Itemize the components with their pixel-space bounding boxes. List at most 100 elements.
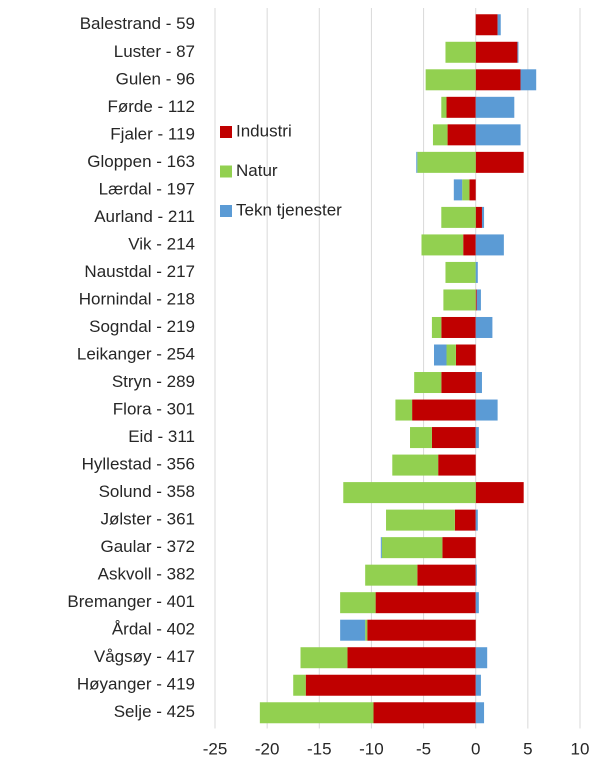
y-tick-label: Aurland - 211 — [94, 207, 195, 226]
bar — [414, 372, 442, 394]
y-tick-label: Hornindal - 218 — [79, 289, 195, 308]
x-tick-label: 0 — [471, 739, 480, 758]
bar — [441, 372, 476, 394]
y-tick-label: Bremanger - 401 — [67, 592, 195, 611]
bar — [421, 234, 464, 256]
bar — [475, 124, 521, 146]
bar — [392, 454, 439, 476]
x-tick-label: -25 — [203, 739, 228, 758]
legend-label: Industri — [236, 121, 292, 140]
bar — [453, 179, 463, 201]
y-tick-label: Balestrand - 59 — [80, 14, 195, 33]
bar — [475, 509, 478, 531]
legend-swatch — [220, 126, 232, 138]
bar — [434, 344, 447, 366]
bar — [365, 564, 418, 586]
bar — [475, 674, 481, 696]
bar — [475, 592, 479, 614]
y-tick-label: Vågsøy - 417 — [94, 647, 195, 666]
y-tick-label: Sogndal - 219 — [89, 317, 195, 336]
bar — [475, 482, 524, 504]
legend-label: Tekn tjenester — [236, 200, 342, 219]
bar — [475, 234, 504, 256]
bar — [475, 261, 478, 283]
bar — [446, 344, 456, 366]
bar — [367, 619, 476, 641]
bar — [259, 702, 374, 724]
bar — [454, 509, 476, 531]
y-tick-label: Luster - 87 — [114, 42, 195, 61]
bar — [475, 399, 498, 421]
bar — [347, 647, 476, 669]
y-tick-label: Leikanger - 254 — [77, 344, 195, 363]
bar — [475, 702, 485, 724]
y-tick-label: Hyllestad - 356 — [82, 455, 195, 474]
bar — [475, 151, 524, 173]
bar — [446, 96, 476, 118]
bar — [293, 674, 306, 696]
bar — [475, 206, 482, 228]
bar — [410, 427, 432, 449]
bar — [447, 124, 476, 146]
bar — [475, 427, 479, 449]
bar — [463, 234, 476, 256]
bar — [441, 316, 476, 338]
x-tick-label: 5 — [523, 739, 532, 758]
x-tick-label: 10 — [571, 739, 590, 758]
bar — [417, 564, 476, 586]
bar — [425, 69, 476, 91]
bar — [340, 592, 376, 614]
y-tick-label: Gulen - 96 — [116, 69, 195, 88]
bar — [431, 316, 442, 338]
bar — [373, 702, 476, 724]
bar — [395, 399, 413, 421]
bar — [442, 537, 476, 559]
bar — [432, 124, 448, 146]
y-tick-label: Selje - 425 — [114, 702, 195, 721]
bar — [441, 206, 476, 228]
bar — [481, 206, 485, 228]
bar — [343, 482, 476, 504]
y-tick-label: Stryn - 289 — [112, 372, 195, 391]
bar — [412, 399, 476, 421]
y-tick-label: Gloppen - 163 — [87, 152, 195, 171]
y-tick-label: Eid - 311 — [128, 427, 195, 446]
y-tick-label: Vik - 214 — [128, 234, 195, 253]
y-tick-label: Førde - 112 — [107, 97, 195, 116]
bar — [417, 151, 476, 173]
bar — [441, 96, 447, 118]
legend-swatch — [220, 165, 232, 178]
x-tick-label: -20 — [255, 739, 280, 758]
bar — [381, 537, 443, 559]
legend-label: Natur — [236, 161, 278, 180]
bar — [300, 647, 348, 669]
bar — [380, 537, 382, 559]
bar — [475, 41, 518, 63]
y-tick-label: Gaular - 372 — [101, 537, 196, 556]
bar — [438, 454, 476, 476]
legend-swatch — [220, 205, 232, 217]
bar — [365, 619, 368, 641]
bar — [386, 509, 455, 531]
bar — [431, 427, 476, 449]
bar — [475, 14, 498, 36]
bar — [462, 179, 470, 201]
y-tick-label: Lærdal - 197 — [99, 179, 195, 198]
bar — [475, 69, 521, 91]
x-tick-label: -5 — [416, 739, 431, 758]
bar — [475, 96, 515, 118]
y-tick-label: Høyanger - 419 — [77, 675, 195, 694]
bar — [475, 372, 482, 394]
y-tick-label: Flora - 301 — [113, 400, 195, 419]
y-tick-label: Askvoll - 382 — [98, 565, 195, 584]
bar — [375, 592, 476, 614]
x-tick-label: -10 — [359, 739, 384, 758]
bar — [476, 289, 481, 311]
y-tick-label: Jølster - 361 — [101, 510, 195, 529]
bar — [475, 289, 477, 311]
y-tick-label: Solund - 358 — [99, 482, 195, 501]
bar — [520, 69, 537, 91]
y-tick-label: Naustdal - 217 — [84, 262, 195, 281]
bar — [340, 619, 366, 641]
bar — [475, 316, 493, 338]
